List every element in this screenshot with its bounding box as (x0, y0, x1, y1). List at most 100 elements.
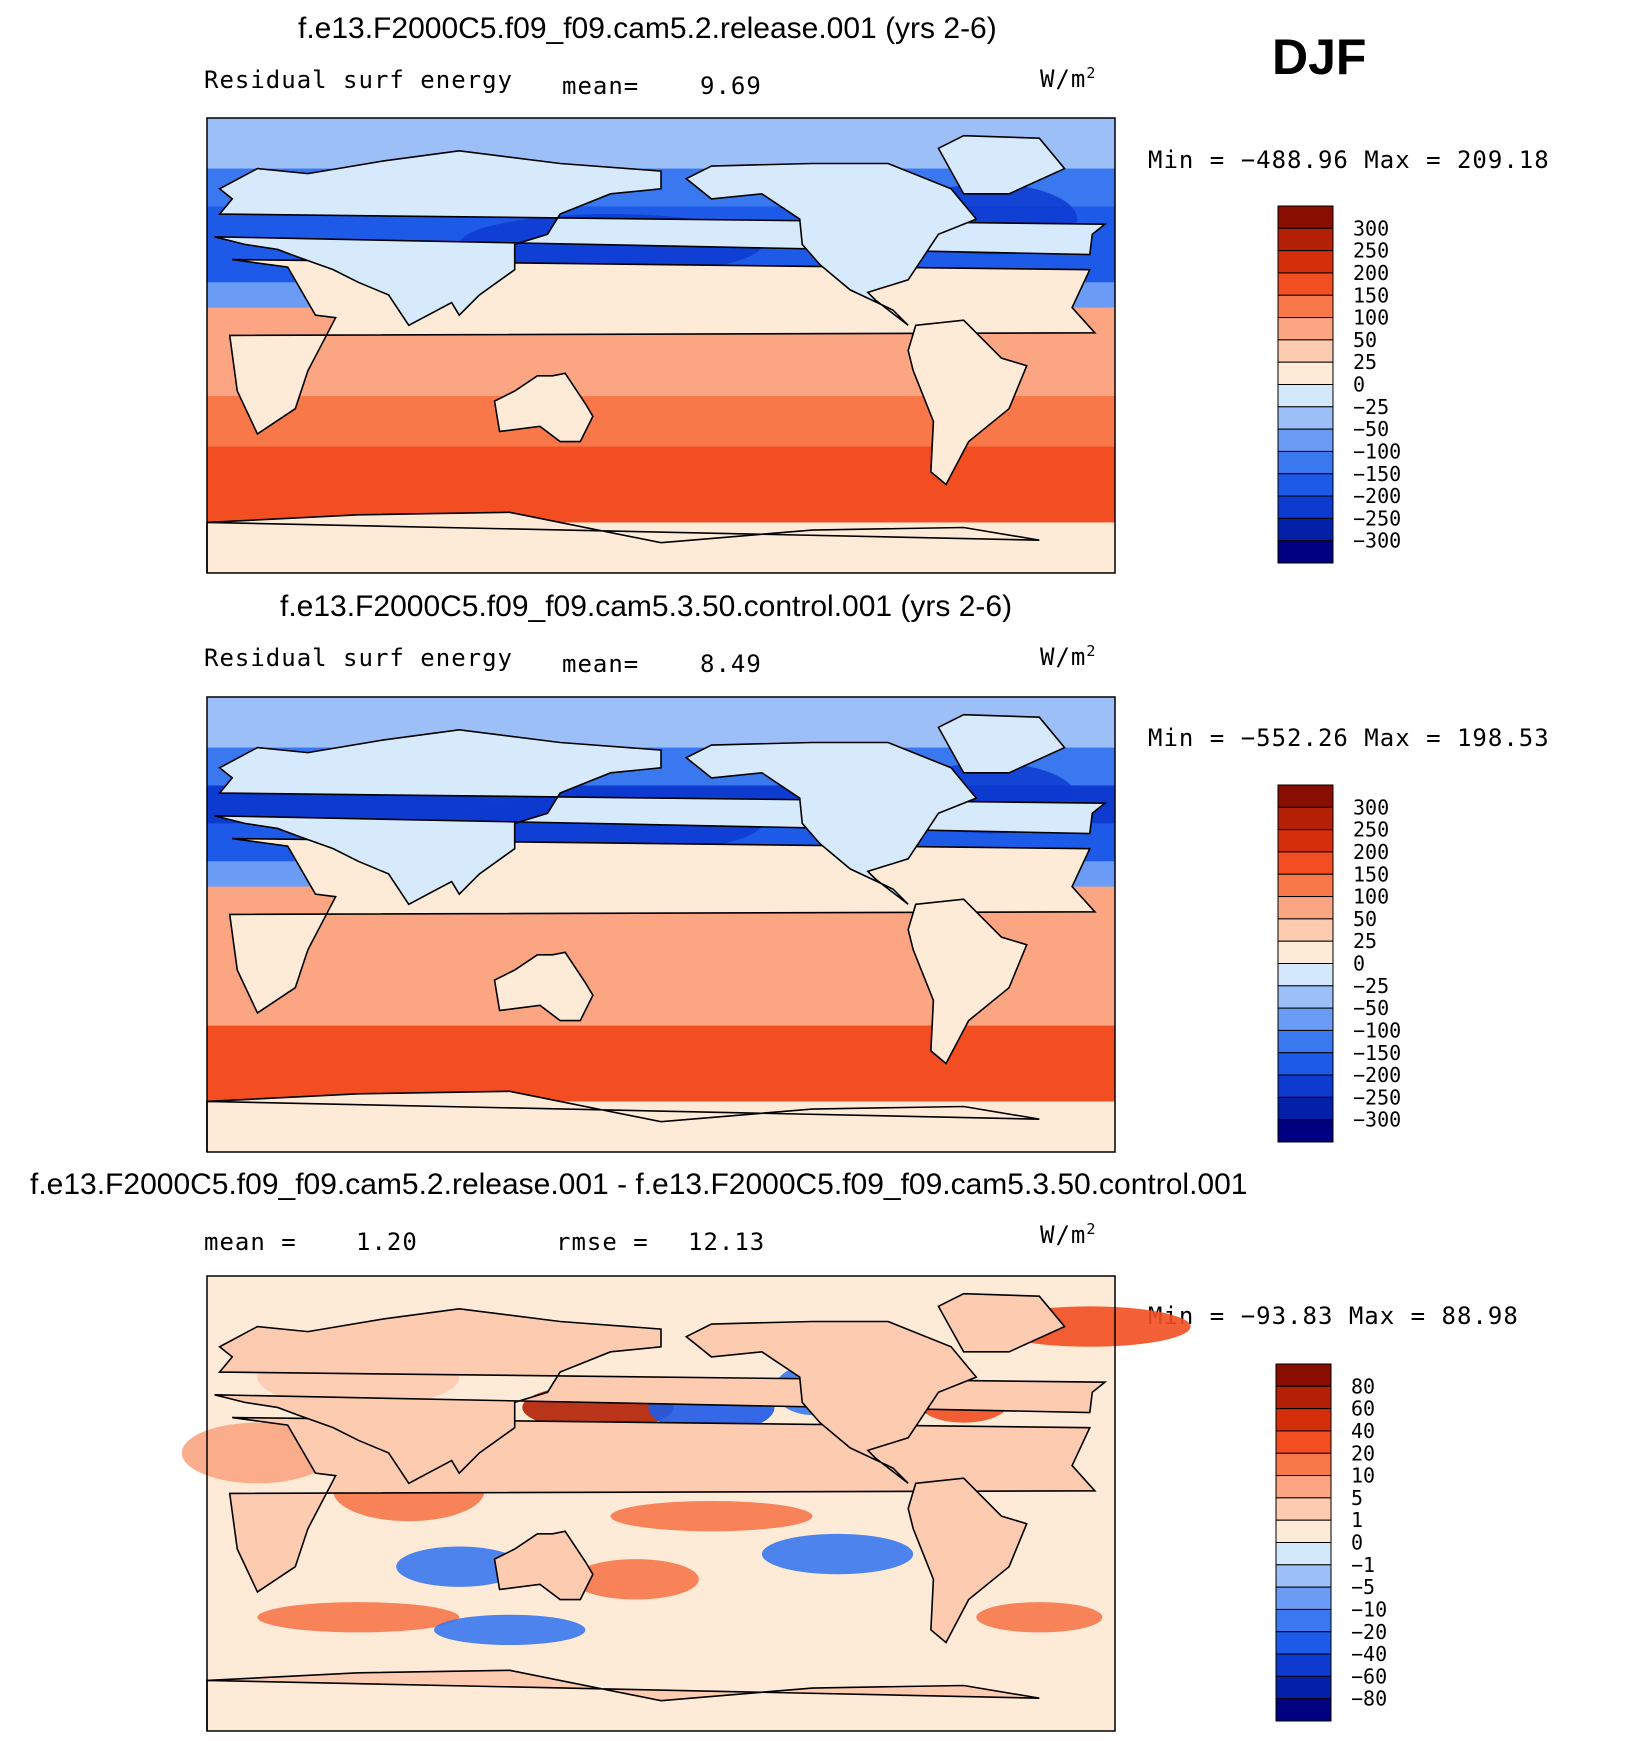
colorbar-1-box (1277, 428, 1334, 452)
colorbar-1-box (1277, 227, 1334, 252)
panel-1-mean-value: 9.69 (700, 72, 762, 100)
colorbar-3-tick-label: −40 (1351, 1642, 1387, 1666)
colorbar-3-box (1275, 1519, 1332, 1543)
colorbar-1-tick-label: 50 (1353, 328, 1377, 352)
colorbar-1-box (1277, 450, 1334, 475)
map-2-coast-samerica (907, 898, 1028, 1065)
colorbar-2-box (1277, 784, 1334, 808)
colorbar-1-box (1277, 205, 1334, 229)
colorbar-3-tick-label: −60 (1351, 1664, 1387, 1688)
colorbar-3-box (1275, 1452, 1332, 1477)
colorbar-3-box (1275, 1430, 1332, 1454)
colorbar-2-box (1277, 1007, 1334, 1031)
colorbar-2-tick-label: 25 (1353, 929, 1377, 953)
colorbar-3-box (1275, 1564, 1332, 1588)
colorbar-1-tick-label: −25 (1353, 395, 1389, 419)
colorbar-1-box (1277, 272, 1334, 296)
colorbar-2-box (1277, 963, 1334, 987)
panel-1-min-max: Min = −488.96 Max = 209.18 (1148, 146, 1550, 174)
colorbar-1-box (1277, 473, 1334, 497)
panel-2-mean-label: mean= (562, 650, 640, 678)
map-2-coast-australia (493, 951, 594, 1022)
colorbar-3-box (1275, 1542, 1332, 1566)
panel-3-units: W/m2 (1040, 1220, 1097, 1249)
colorbar-2: 30025020015010050250−25−50−100−150−200−2… (1277, 784, 1401, 1143)
panel-1-mean-label: mean= (562, 72, 640, 100)
colorbar-1-box (1277, 517, 1334, 542)
map-3-coast-australia (493, 1530, 594, 1601)
colorbar-2-box (1277, 896, 1334, 920)
colorbar-1-tick-label: −150 (1353, 462, 1401, 486)
panel-1-title: f.e13.F2000C5.f09_f09.cam5.2.release.001… (298, 12, 997, 45)
panel-3-rmse-label: rmse = (556, 1228, 649, 1256)
colorbar-1-tick-label: 200 (1353, 261, 1389, 285)
colorbar-3-box (1275, 1698, 1332, 1722)
map-3-anomaly-blob (572, 1559, 699, 1600)
colorbar-2-tick-label: 50 (1353, 907, 1377, 931)
colorbar-3-tick-label: −20 (1351, 1620, 1387, 1644)
colorbar-3-box (1275, 1631, 1332, 1655)
map-3-anomaly-blob (610, 1500, 813, 1532)
colorbar-1-box (1277, 361, 1334, 385)
colorbar-1-box (1277, 540, 1334, 564)
colorbar-2-box (1277, 851, 1334, 875)
colorbar-2-box (1277, 985, 1334, 1009)
map-2-coast-greenland (937, 713, 1066, 774)
panel-2-mean-value: 8.49 (700, 650, 762, 678)
colorbar-2-box (1277, 1052, 1334, 1076)
colorbar-2-tick-label: −50 (1353, 996, 1389, 1020)
map-3-coast-samerica (907, 1477, 1028, 1644)
map-1-coast-greenland (937, 134, 1066, 195)
colorbar-3-box (1275, 1475, 1332, 1499)
panel-2-variable: Residual surf energy (204, 644, 513, 672)
colorbar-1-tick-label: −100 (1353, 439, 1401, 463)
colorbar-1-tick-label: −200 (1353, 484, 1401, 508)
map-3-coast-namerica (684, 1320, 978, 1484)
map-panel-1 (206, 117, 1116, 574)
colorbar-2-tick-label: 100 (1353, 885, 1389, 909)
panel-1-units: W/m2 (1040, 64, 1097, 93)
colorbar-2-tick-label: 0 (1353, 952, 1365, 976)
colorbar-1-box (1277, 250, 1334, 274)
panel-3-title: f.e13.F2000C5.f09_f09.cam5.2.release.001… (30, 1168, 1248, 1201)
colorbar-3-tick-label: −5 (1351, 1575, 1375, 1599)
map-2-coast-namerica (684, 741, 978, 905)
colorbar-2-box (1277, 940, 1334, 964)
colorbar-1-tick-label: −50 (1353, 417, 1389, 441)
map-2-coast-eurasia (214, 729, 1108, 906)
map-1-zonal-band (207, 446, 1115, 486)
map-panel-3 (181, 1275, 1191, 1732)
season-label: DJF (1272, 29, 1367, 85)
map-3-coast-greenland (937, 1292, 1066, 1353)
colorbar-1-tick-label: 100 (1353, 306, 1389, 330)
colorbar-3-box (1275, 1586, 1332, 1610)
colorbar-2-box (1277, 806, 1334, 831)
colorbar-2-box (1277, 918, 1334, 942)
colorbar-1-tick-label: 150 (1353, 283, 1389, 307)
colorbar-3-tick-label: −80 (1351, 1687, 1387, 1711)
map-1-coast-samerica (907, 319, 1028, 486)
map-2-frame (206, 696, 1116, 1153)
colorbar-2-tick-label: −200 (1353, 1063, 1401, 1087)
colorbar-1-tick-label: 0 (1353, 373, 1365, 397)
colorbar-3-tick-label: 10 (1351, 1464, 1375, 1488)
colorbar-2-box (1277, 1096, 1334, 1121)
colorbar-3-tick-label: 80 (1351, 1374, 1375, 1398)
map-1-coast-australia (493, 372, 594, 443)
panel-2-min-max: Min = −552.26 Max = 198.53 (1148, 724, 1550, 752)
map-1-coast-namerica (684, 162, 978, 326)
colorbar-2-tick-label: 200 (1353, 840, 1389, 864)
map-3-anomaly-blob (761, 1533, 914, 1575)
colorbar-3-box (1275, 1385, 1332, 1410)
colorbar-1-tick-label: −250 (1353, 506, 1401, 530)
colorbar-2-tick-label: −250 (1353, 1085, 1401, 1109)
colorbar-2-tick-label: 150 (1353, 862, 1389, 886)
colorbar-2-box (1277, 873, 1334, 898)
panel-3-min-max: Min = −93.83 Max = 88.98 (1148, 1302, 1519, 1330)
colorbar-3-tick-label: 20 (1351, 1441, 1375, 1465)
colorbar-2-box (1277, 1119, 1334, 1143)
map-1-coast-eurasia (214, 150, 1108, 327)
colorbar-3-box (1275, 1608, 1332, 1633)
